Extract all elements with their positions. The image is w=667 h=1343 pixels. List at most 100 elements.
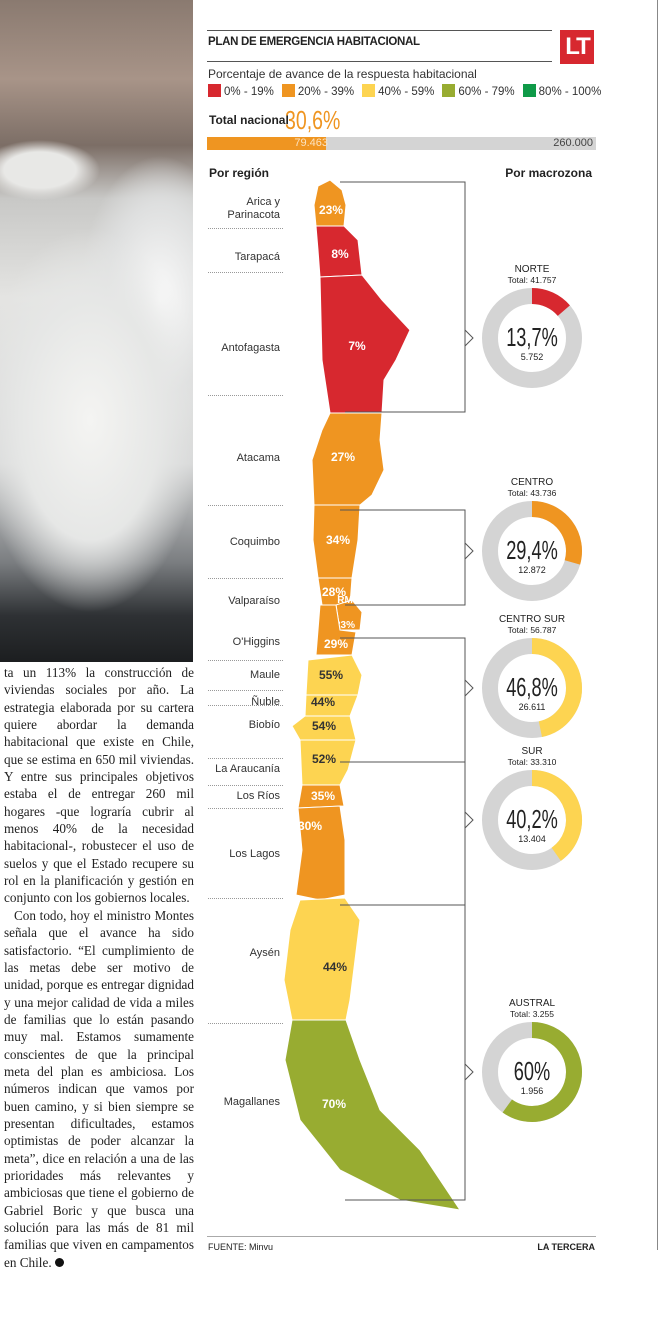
total-done: 79.463 [294,137,328,149]
legend-swatch [522,84,536,97]
region-shape [284,1019,462,1211]
legend-label: 40% - 59% [378,86,435,98]
macrozone-done: 1.956 [521,1086,544,1096]
donut-progress-arc [531,288,570,317]
region-value: 8% [331,247,349,261]
macrozone-name: CENTRO SUR [499,614,565,625]
macrozone-percent: 13,7% [506,323,558,352]
chart-subtitle: Porcentaje de avance de la respuesta hab… [208,67,477,81]
bracket-arrow-icon [464,679,474,697]
region-label: Coquimbo [229,536,280,548]
total-label: Total nacional [209,113,289,127]
region-shape [295,805,346,901]
divider [207,61,552,62]
macrozone-name: AUSTRAL [509,998,556,1009]
row-separator [208,660,283,661]
article-paragraph: ta un 113% la construcción de viviendas … [4,665,194,906]
region-name-rm: RM [337,595,353,606]
legend-label: 0% - 19% [224,86,274,98]
region-value: 44% [311,695,335,709]
macrozone-bracket [340,181,466,413]
row-separator [208,395,283,396]
region-label: Los Ríos [236,790,280,802]
region-label: La Araucanía [215,763,280,775]
region-value: 28% [322,585,346,599]
row-separator [208,690,283,691]
row-separator [208,808,283,809]
macrozone-name: NORTE [515,264,550,275]
row-separator [208,785,283,786]
macrozone-percent: 29,4% [506,536,558,565]
legend-item: 40% - 59% [362,84,434,98]
total-progress-fill [207,137,327,150]
region-label: Biobío [248,719,280,731]
region-value: 54% [312,719,336,733]
row-separator [208,228,283,229]
row-separator [208,578,283,579]
row-separator [208,272,283,273]
legend-item: 60% - 79% [442,84,515,98]
region-label: Arica y Parinacota [227,196,280,221]
region-value: 34% [326,533,350,547]
region-heading: Por región [209,166,270,180]
region-shape [283,897,361,1021]
la-tercera-logo: LT [560,30,594,64]
region-label: Aysén [249,947,280,959]
article-paragraph: Con todo, hoy el ministro Montes señala … [4,907,194,1270]
region-value: 30% [298,819,322,833]
legend: 0% - 19% 20% - 39% 40% - 59% 60% - 79% 80% -… [208,84,601,98]
macrozone-done: 13.404 [518,834,546,844]
region-shape [315,604,357,656]
region-shape [305,654,363,696]
region-label: O'Higgins [232,636,280,648]
region-value: 27% [331,450,355,464]
donut-progress-arc [531,501,582,565]
total-goal: 260.000 [553,137,593,149]
region-label: Antofagasta [221,342,280,354]
legend-item: 80% - 100% [522,84,602,98]
bracket-arrow-icon [464,811,474,829]
row-separator [208,705,283,706]
macrozone-total: Total: 43.736 [508,488,557,498]
macrozone-bracket [340,761,466,906]
macrozone-bracket [340,904,466,1201]
macrozone-total: Total: 41.757 [508,275,557,285]
region-shape [313,179,347,227]
divider [207,1236,596,1237]
macrozone-percent: 60% [514,1057,550,1086]
region-value: 23% [335,620,355,631]
legend-swatch [281,84,295,97]
source-note: FUENTE: Minvu [208,1242,274,1252]
row-separator [208,758,283,759]
legend-label: 20% - 39% [297,86,355,98]
region-label: Magallanes [223,1096,280,1108]
region-label: Maule [250,669,280,681]
region-shape [319,274,411,414]
macrozone-done: 5.752 [521,352,544,362]
legend-swatch [208,84,221,97]
macrozone-done: 26.611 [519,702,546,712]
region-value: 7% [348,339,366,353]
row-separator [208,505,283,506]
region-value: 35% [311,789,335,803]
photo-waves-coast [0,0,193,662]
region-value: 55% [319,668,343,682]
footer-brand: LA TERCERA [537,1242,595,1252]
total-progress-bar: 79.463 260.000 [207,137,596,150]
donut-progress-arc [531,770,582,861]
legend-label: 80% - 100% [538,86,602,98]
region-value: 23% [319,203,343,217]
total-percent: 30,6% [285,105,341,135]
bracket-arrow-icon [464,542,474,560]
donut-progress-arc [502,1022,582,1122]
macrozone-bracket [340,637,466,763]
bracket-arrow-icon [464,329,474,347]
legend-swatch [362,84,376,97]
region-label: Los Lagos [229,848,280,860]
end-bullet-icon [54,1257,64,1267]
region-value: 70% [322,1097,346,1111]
region-value: 52% [312,752,336,766]
article-text: ta un 113% la construcción de viviendas … [4,664,194,1271]
region-shape [311,412,385,506]
